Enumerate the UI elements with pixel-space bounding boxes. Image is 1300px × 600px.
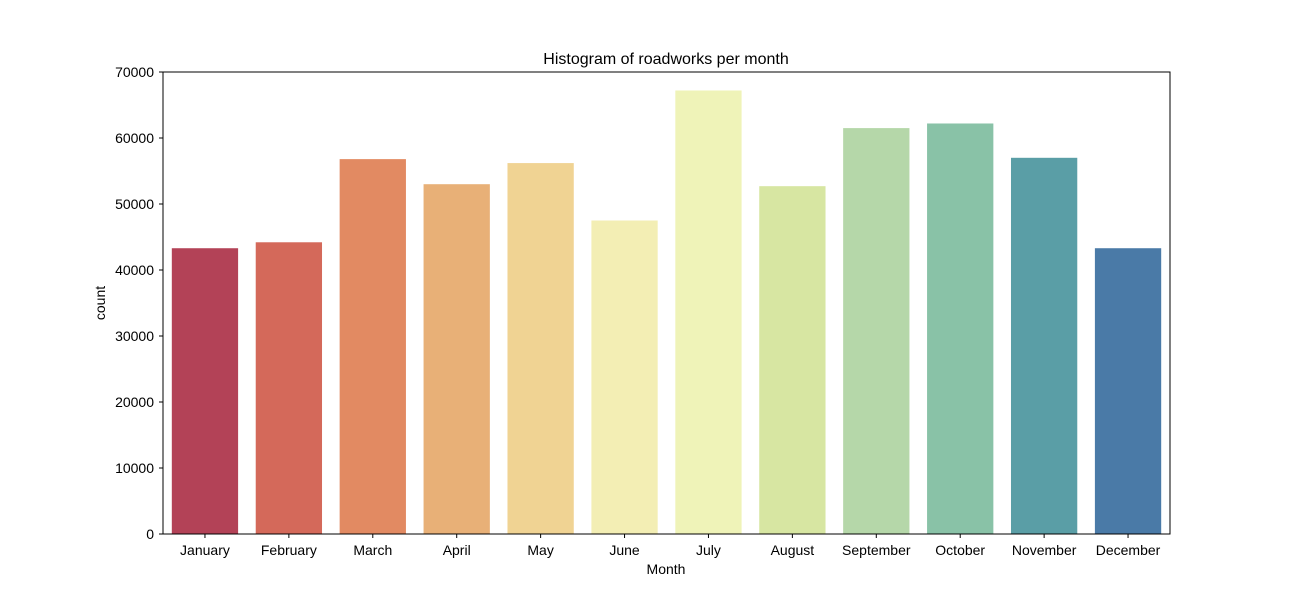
plot-area-frame xyxy=(162,71,1171,535)
bar-september xyxy=(843,128,910,534)
y-tick-label-20000: 20000 xyxy=(115,394,154,410)
y-tick-label-70000: 70000 xyxy=(115,64,154,80)
x-tick-label-march: March xyxy=(353,542,392,558)
y-axis-label: count xyxy=(92,286,108,320)
x-tick-label-august: August xyxy=(771,542,815,558)
bar-may xyxy=(507,163,574,534)
y-tick-label-10000: 10000 xyxy=(115,460,154,476)
bar-january xyxy=(171,248,239,534)
bar-november xyxy=(1010,157,1078,535)
bar-december xyxy=(1094,248,1162,534)
x-tick-label-july: July xyxy=(696,542,721,558)
x-tick-label-october: October xyxy=(935,542,985,558)
bar-march xyxy=(339,159,406,534)
x-tick-label-november: November xyxy=(1012,542,1077,558)
bar-april xyxy=(423,184,490,534)
x-axis-ticks: January February March April May June July Augu… xyxy=(180,534,1161,558)
bar-october xyxy=(927,123,994,534)
x-tick-label-january: January xyxy=(180,542,230,558)
x-tick-label-june: June xyxy=(609,542,640,558)
y-tick-label-30000: 30000 xyxy=(115,328,154,344)
y-tick-label-60000: 60000 xyxy=(115,130,154,146)
y-tick-label-40000: 40000 xyxy=(115,262,154,278)
x-tick-label-february: February xyxy=(261,542,317,558)
x-tick-label-september: September xyxy=(842,542,911,558)
x-tick-label-april: April xyxy=(443,542,471,558)
y-tick-label-50000: 50000 xyxy=(115,196,154,212)
x-axis-label: Month xyxy=(647,561,686,577)
bars-group xyxy=(171,90,1162,535)
y-axis-ticks: 0 10000 20000 30000 40000 50000 60000 70000 xyxy=(115,64,163,542)
x-tick-label-december: December xyxy=(1096,542,1161,558)
x-tick-label-may: May xyxy=(527,542,553,558)
y-tick-label-0: 0 xyxy=(146,526,154,542)
bar-august xyxy=(759,186,826,534)
bar-february xyxy=(255,242,323,534)
bar-july xyxy=(675,90,742,534)
bar-june xyxy=(591,220,658,534)
chart-title: Histogram of roadworks per month xyxy=(543,51,788,68)
